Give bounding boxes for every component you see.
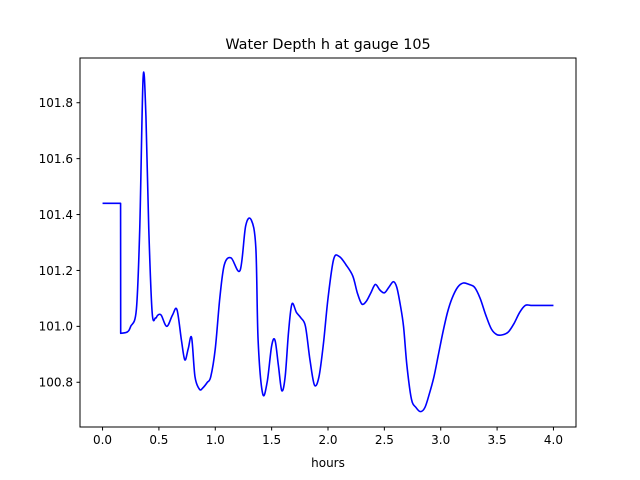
y-tick-label: 100.8 — [39, 376, 73, 390]
x-tick-label: 3.5 — [488, 433, 507, 447]
y-tick-label: 101.0 — [39, 320, 73, 334]
chart-title: Water Depth h at gauge 105 — [225, 37, 430, 53]
y-tick-label: 101.4 — [39, 208, 73, 222]
x-tick-label: 1.0 — [206, 433, 225, 447]
x-tick-label: 2.5 — [375, 433, 394, 447]
x-tick-label: 4.0 — [544, 433, 563, 447]
x-tick-label: 0.5 — [149, 433, 168, 447]
y-tick-label: 101.2 — [39, 264, 73, 278]
y-tick-label: 101.6 — [39, 152, 73, 166]
x-axis-label: hours — [311, 456, 345, 470]
y-tick-label: 101.8 — [39, 96, 73, 110]
x-tick-label: 3.0 — [431, 433, 450, 447]
x-tick-label: 1.5 — [262, 433, 281, 447]
plot-frame — [79, 57, 577, 428]
x-tick-label: 2.0 — [318, 433, 337, 447]
series-line-0 — [102, 71, 554, 413]
x-tick-label: 0.0 — [93, 433, 112, 447]
